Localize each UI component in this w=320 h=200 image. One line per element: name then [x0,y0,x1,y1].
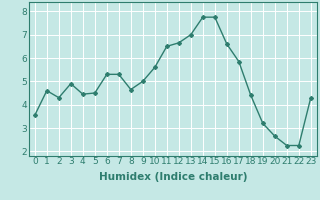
X-axis label: Humidex (Indice chaleur): Humidex (Indice chaleur) [99,172,247,182]
